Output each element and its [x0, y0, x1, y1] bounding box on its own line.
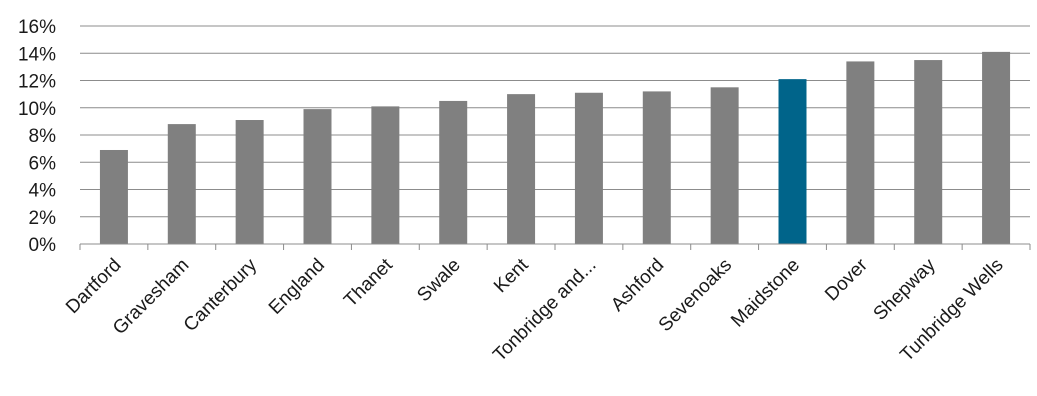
bars: [99, 51, 1011, 245]
bar: [507, 94, 536, 244]
bar: [846, 61, 875, 244]
x-tick-label: Kent: [490, 254, 533, 297]
x-tick-label: Ashford: [607, 255, 668, 316]
x-tick-label: Sevenoaks: [655, 255, 736, 336]
x-tick-label: Canterbury: [180, 254, 262, 336]
y-tick-label: 0%: [29, 235, 57, 256]
x-tick-label: Swale: [413, 255, 464, 306]
y-tick-label: 12%: [18, 72, 56, 93]
bar: [574, 92, 603, 244]
x-tick-label: Dartford: [62, 255, 125, 318]
bar: [371, 106, 400, 244]
bar: [982, 51, 1011, 245]
bar: [235, 120, 264, 244]
bar: [167, 124, 196, 244]
y-tick-label: 14%: [18, 44, 56, 65]
y-axis-tick-labels: 0% 2% 4% 6% 8% 10% 12% 14% 16%: [18, 17, 56, 256]
y-tick-label: 16%: [18, 17, 56, 38]
x-tick-label: England: [265, 255, 329, 319]
bar: [439, 100, 468, 244]
x-tick-label: Dover: [821, 254, 872, 305]
y-tick-label: 4%: [29, 181, 57, 202]
bar: [303, 109, 332, 244]
y-tick-label: 2%: [29, 208, 57, 229]
bar: [914, 60, 943, 244]
y-tick-label: 6%: [29, 153, 57, 174]
x-tick-label: Thanet: [340, 254, 397, 311]
bar: [778, 79, 807, 244]
bar: [99, 149, 128, 244]
gridlines: [80, 25, 1030, 218]
x-tick-label: Shepway: [870, 254, 940, 324]
bar: [710, 87, 739, 244]
x-axis: [79, 243, 1031, 250]
x-tick-label: Maidstone: [727, 255, 804, 332]
y-tick-label: 8%: [29, 126, 57, 147]
y-tick-label: 10%: [18, 99, 56, 120]
bar: [642, 91, 671, 245]
